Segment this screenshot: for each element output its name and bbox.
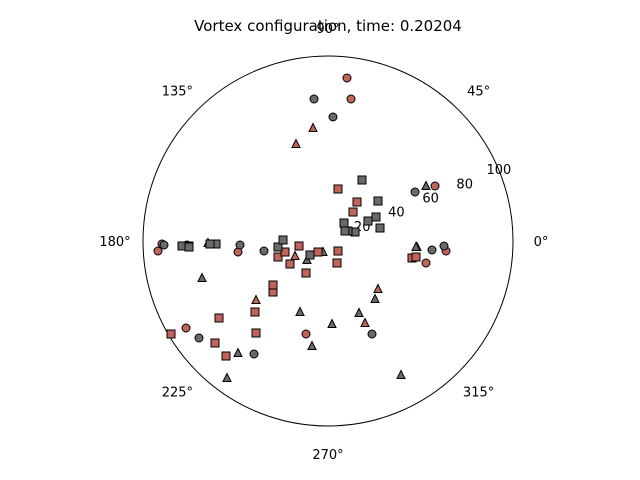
radial-tick-label: 40 bbox=[388, 206, 405, 221]
vortex-square-marker bbox=[301, 268, 311, 278]
vortex-square-marker bbox=[340, 226, 350, 236]
vortex-triangle-marker bbox=[291, 138, 301, 148]
theta-tick-label: 90° bbox=[316, 22, 339, 37]
vortex-markers bbox=[153, 73, 451, 382]
vortex-square-marker bbox=[363, 216, 373, 226]
theta-tick-labels: 0° 45° 90° 135° 180° 225° 270° 315° bbox=[99, 22, 548, 463]
vortex-square-marker bbox=[205, 239, 215, 249]
vortex-square-marker bbox=[278, 235, 288, 245]
vortex-circle-marker bbox=[342, 73, 352, 83]
theta-tick-label: 180° bbox=[99, 235, 130, 250]
vortex-triangle-marker bbox=[295, 306, 305, 316]
vortex-triangle-marker bbox=[354, 307, 364, 317]
vortex-circle-marker bbox=[301, 329, 311, 339]
vortex-circle-marker bbox=[194, 333, 204, 343]
radial-tick-label: 80 bbox=[456, 177, 473, 192]
radial-tick-label: 100 bbox=[486, 163, 511, 178]
theta-tick-label: 45° bbox=[467, 84, 490, 99]
vortex-square-marker bbox=[357, 175, 367, 185]
theta-tick-label: 135° bbox=[162, 84, 193, 99]
vortex-square-marker bbox=[184, 242, 194, 252]
vortex-square-marker bbox=[250, 307, 260, 317]
vortex-triangle-marker bbox=[307, 340, 317, 350]
vortex-triangle-marker bbox=[308, 122, 318, 132]
vortex-square-marker bbox=[339, 218, 349, 228]
radial-tick-label: 60 bbox=[422, 192, 439, 207]
vortex-square-marker bbox=[332, 258, 342, 268]
polar-axes-frame bbox=[142, 55, 514, 427]
vortex-square-marker bbox=[210, 338, 220, 348]
vortex-triangle-marker bbox=[327, 318, 337, 328]
vortex-square-marker bbox=[221, 351, 231, 361]
vortex-triangle-marker bbox=[222, 372, 232, 382]
vortex-square-marker bbox=[305, 250, 315, 260]
vortex-square-marker bbox=[348, 207, 358, 217]
vortex-circle-marker bbox=[153, 246, 163, 256]
vortex-square-marker bbox=[214, 313, 224, 323]
vortex-square-marker bbox=[273, 252, 283, 262]
vortex-square-marker bbox=[352, 197, 362, 207]
vortex-triangle-marker bbox=[370, 293, 380, 303]
vortex-triangle-marker bbox=[411, 241, 421, 251]
vortex-square-marker bbox=[280, 247, 290, 257]
chart-title: Vortex configuration, time: 0.20204 bbox=[194, 17, 462, 35]
theta-tick-label: 270° bbox=[312, 448, 343, 463]
vortex-circle-marker bbox=[235, 240, 245, 250]
vortex-triangle-marker bbox=[373, 283, 383, 293]
theta-tick-label: 315° bbox=[463, 386, 494, 401]
vortex-triangle-marker bbox=[251, 294, 261, 304]
vortex-circle-marker bbox=[181, 323, 191, 333]
vortex-triangle-marker bbox=[360, 317, 370, 327]
vortex-square-marker bbox=[268, 280, 278, 290]
vortex-square-marker bbox=[294, 241, 304, 251]
vortex-square-marker bbox=[273, 242, 283, 252]
vortex-square-marker bbox=[371, 212, 381, 222]
vortex-circle-marker bbox=[410, 187, 420, 197]
vortex-circle-marker bbox=[439, 241, 449, 251]
vortex-circle-marker bbox=[421, 258, 431, 268]
vortex-triangle-marker bbox=[396, 369, 406, 379]
vortex-square-marker bbox=[333, 184, 343, 194]
vortex-circle-marker bbox=[367, 329, 377, 339]
vortex-square-marker bbox=[166, 329, 176, 339]
vortex-square-marker bbox=[251, 328, 261, 338]
vortex-triangle-marker bbox=[233, 347, 243, 357]
vortex-circle-marker bbox=[346, 94, 356, 104]
vortex-circle-marker bbox=[309, 94, 319, 104]
vortex-circle-marker bbox=[259, 246, 269, 256]
vortex-square-marker bbox=[285, 259, 295, 269]
theta-tick-label: 0° bbox=[534, 235, 549, 250]
vortex-triangle-marker bbox=[197, 272, 207, 282]
vortex-circle-marker bbox=[159, 240, 169, 250]
vortex-square-marker bbox=[333, 246, 343, 256]
vortex-circle-marker bbox=[249, 349, 259, 359]
vortex-triangle-marker bbox=[290, 250, 300, 260]
vortex-circle-marker bbox=[427, 245, 437, 255]
vortex-square-marker bbox=[373, 196, 383, 206]
theta-tick-label: 225° bbox=[162, 386, 193, 401]
vortex-circle-marker bbox=[328, 112, 338, 122]
vortex-square-marker bbox=[375, 223, 385, 233]
vortex-triangle-marker bbox=[421, 180, 431, 190]
vortex-square-marker bbox=[411, 252, 421, 262]
vortex-square-marker bbox=[313, 247, 323, 257]
vortex-circle-marker bbox=[430, 181, 440, 191]
